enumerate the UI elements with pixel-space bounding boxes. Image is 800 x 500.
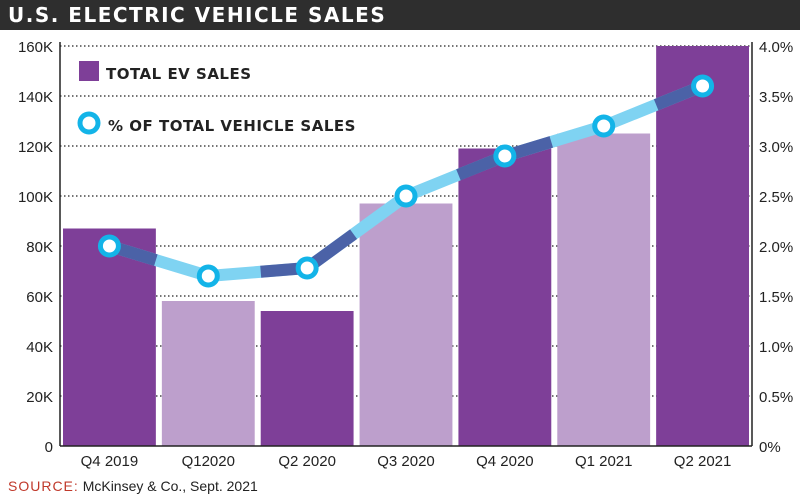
source-note: SOURCE: McKinsey & Co., Sept. 2021 [8, 477, 258, 495]
line-point [97, 234, 121, 258]
y-right-tick-label: 2.0% [759, 239, 793, 256]
y-left-tick-label: 100K [18, 189, 53, 206]
line-point [493, 144, 517, 168]
y-right-tick-label: 2.5% [759, 189, 793, 206]
bar [359, 203, 453, 446]
line-point [394, 184, 418, 208]
legend-line-swatch [77, 111, 101, 135]
line-point [691, 74, 715, 98]
x-tick-label: Q12020 [182, 453, 235, 470]
y-right-tick-label: 0% [759, 439, 781, 456]
line-layer [97, 74, 715, 288]
line-point [295, 256, 319, 280]
legend: TOTAL EV SALES % OF TOTAL VEHICLE SALES [77, 61, 356, 135]
y-right-tick-label: 3.5% [759, 89, 793, 106]
title-bar: U.S. ELECTRIC VEHICLE SALES [0, 0, 800, 30]
y-left-tick-label: 0 [45, 439, 53, 456]
x-tick-label: Q3 2020 [377, 453, 435, 470]
y-right-tick-label: 1.5% [759, 289, 793, 306]
bar [161, 301, 255, 446]
line-point [592, 114, 616, 138]
y-left-tick-label: 120K [18, 139, 53, 156]
x-tick-label: Q2 2020 [278, 453, 336, 470]
legend-line-label: % OF TOTAL VEHICLE SALES [108, 117, 356, 135]
bar [458, 148, 552, 446]
bar [656, 46, 749, 446]
line-point [196, 264, 220, 288]
y-right-tick-label: 0.5% [759, 389, 793, 406]
ticks-layer: 0 20K 40K 60K 80K 100K 120K 140K 160K 0% 0.5% 1.0% 1… [18, 39, 793, 470]
y-left-tick-label: 40K [26, 339, 53, 356]
legend-bar-swatch [79, 61, 99, 81]
chart-title: U.S. ELECTRIC VEHICLE SALES [8, 3, 387, 27]
x-tick-label: Q4 2020 [476, 453, 534, 470]
x-tick-label: Q1 2021 [575, 453, 633, 470]
legend-bars-label: TOTAL EV SALES [106, 65, 252, 83]
bars-layer [63, 46, 749, 446]
y-left-tick-label: 20K [26, 389, 53, 406]
source-label: SOURCE: [8, 478, 79, 494]
bar [260, 311, 354, 446]
y-right-tick-label: 3.0% [759, 139, 793, 156]
y-left-tick-label: 160K [18, 39, 53, 56]
y-left-tick-label: 140K [18, 89, 53, 106]
x-tick-label: Q2 2021 [674, 453, 732, 470]
y-left-tick-label: 80K [26, 239, 53, 256]
source-text: McKinsey & Co., Sept. 2021 [82, 478, 258, 494]
y-left-tick-label: 60K [26, 289, 53, 306]
x-tick-label: Q4 2019 [81, 453, 139, 470]
bar [63, 228, 156, 446]
bar [557, 133, 651, 446]
y-right-tick-label: 1.0% [759, 339, 793, 356]
y-right-tick-label: 4.0% [759, 39, 793, 56]
axis-layer [59, 42, 753, 447]
